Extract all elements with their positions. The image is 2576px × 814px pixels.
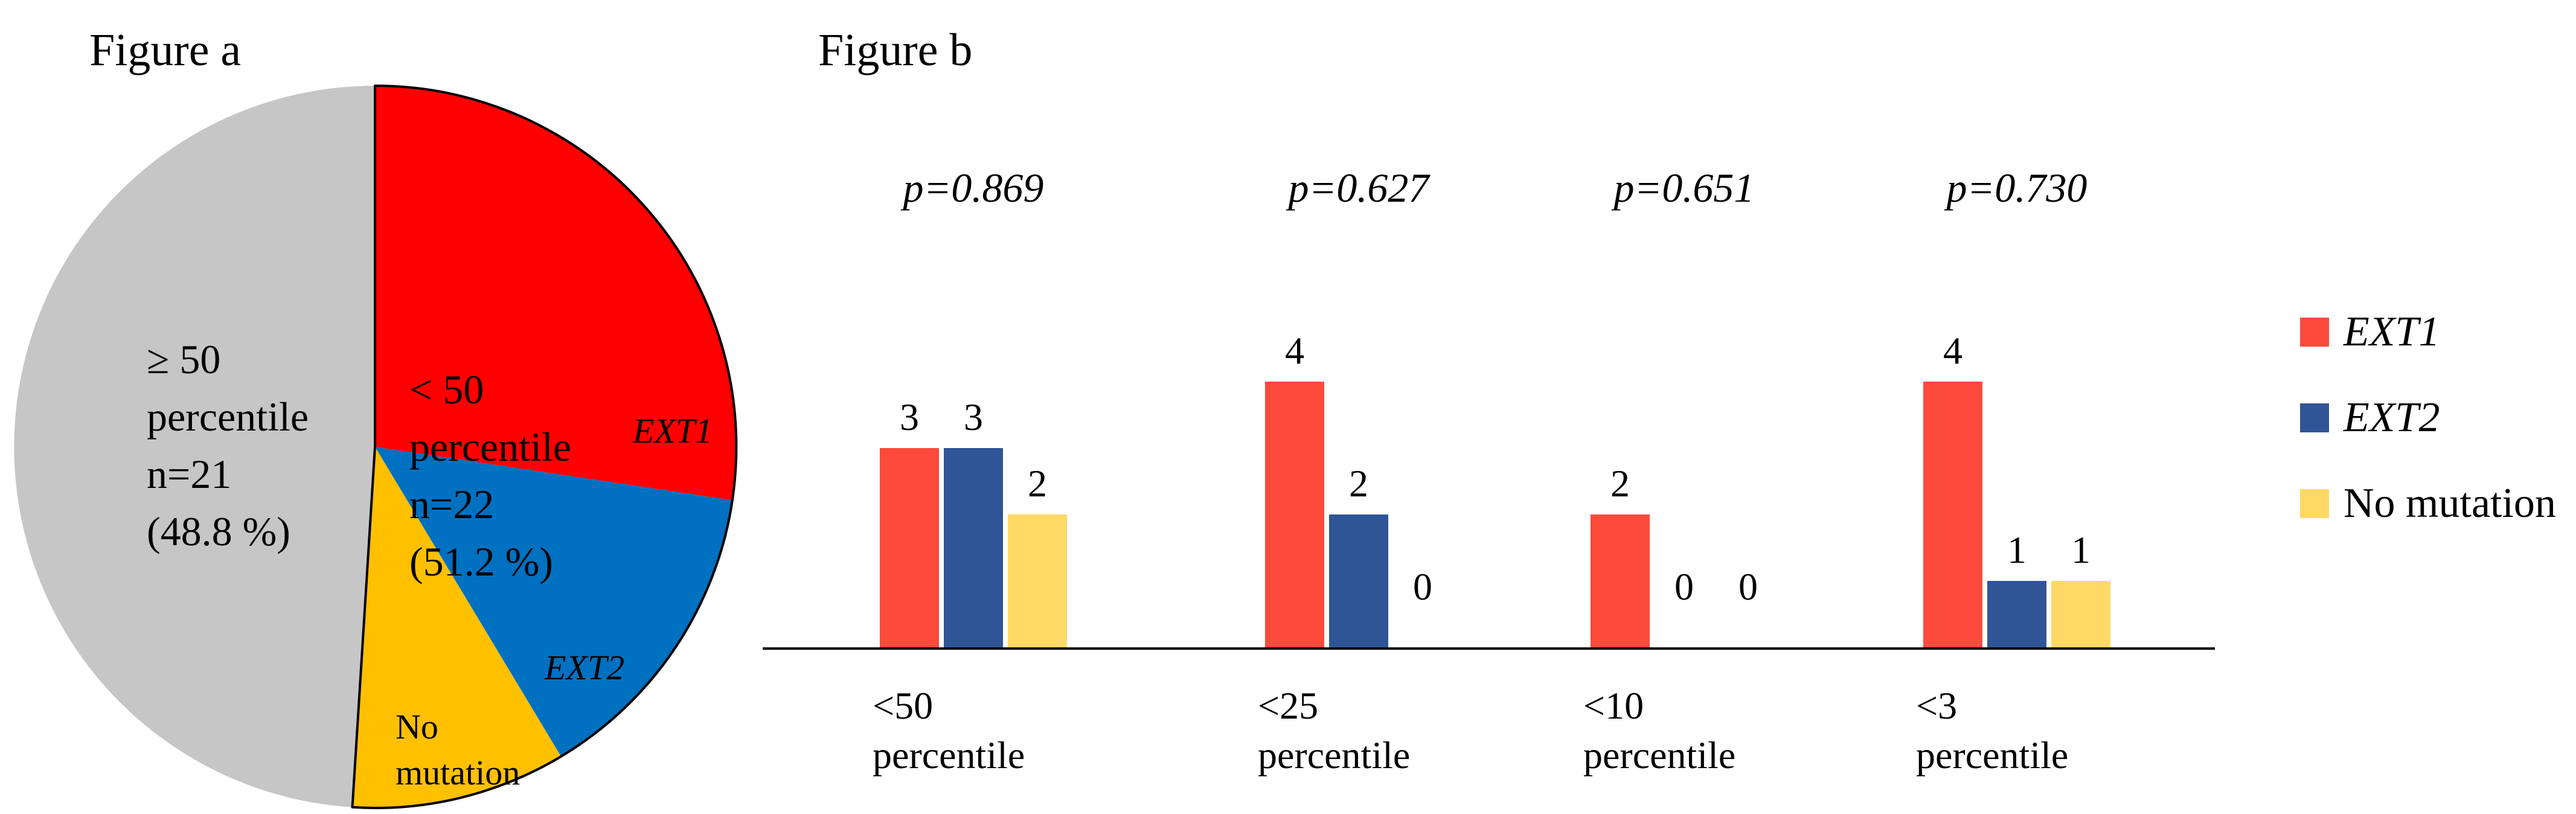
pie-slice-ext1 [375,86,736,501]
bar-value-label: 4 [1943,329,1962,372]
category-label: <50 percentile [873,684,1025,777]
pie-label-lt50-percentile: < 50 percentile n=22 (51.2 %) [409,367,572,585]
pie-label-ext1: EXT1 [633,411,713,450]
legend-item-ext1: EXT1 [2300,311,2440,353]
figure-a-title: Figure a [89,25,242,75]
pie-slice-50-percentile [14,86,376,807]
bar-ext2 [1329,514,1388,647]
bar-ext2 [1987,581,2046,647]
bar-ext2 [944,448,1003,647]
bar-value-label: 0 [1738,565,1758,608]
bar-no-mutation [2051,581,2110,647]
x-axis-line [763,647,2215,650]
bar-value-label: 0 [1413,565,1432,608]
bar-ext1 [1591,514,1650,647]
bar-value-label: 0 [1674,565,1694,608]
bar-value-label: 2 [1610,462,1630,505]
category-label: <10 percentile [1583,684,1736,777]
no-mutation-color-swatch [2300,489,2329,518]
p-value-label: p=0.869 [903,165,1044,211]
bar-ext1 [1265,382,1324,647]
pie-label-ext2: EXT2 [545,648,625,687]
legend-label-no-mutation: No mutation [2344,480,2556,527]
figure-b-title: Figure b [818,25,973,75]
bar-value-label: 2 [1028,462,1047,505]
pie-slice-ext2 [375,447,732,757]
ext1-color-swatch [2300,318,2329,347]
legend-item-ext2: EXT2 [2300,397,2440,439]
ext2-color-swatch [2300,403,2329,432]
bar-no-mutation [1008,514,1067,647]
category-label: <25 percentile [1258,684,1411,777]
pie-lt50-outline [351,85,738,809]
pie-label-ge50-percentile: ≥ 50 percentile n=21 (48.8 %) [147,336,309,554]
category-label: <3 percentile [1916,684,2069,777]
p-value-label: p=0.730 [1946,165,2087,211]
bar-value-label: 3 [900,396,919,438]
bar-value-label: 3 [964,396,983,438]
legend-label-ext1: EXT1 [2344,309,2440,355]
bar-ext1 [1923,382,1982,647]
legend-label-ext2: EXT2 [2344,394,2440,441]
p-value-label: p=0.627 [1288,165,1429,211]
bar-value-label: 4 [1285,329,1304,372]
pie-label-no-mutation: No mutation [396,707,521,792]
bar-value-label: 1 [2071,528,2091,571]
pie-slice-no-mutation [352,447,561,808]
bar-ext1 [880,448,939,647]
legend-item-no-mutation: No mutation [2300,482,2556,525]
bar-value-label: 1 [2007,528,2027,571]
p-value-label: p=0.651 [1613,165,1755,211]
bar-value-label: 2 [1349,462,1368,505]
